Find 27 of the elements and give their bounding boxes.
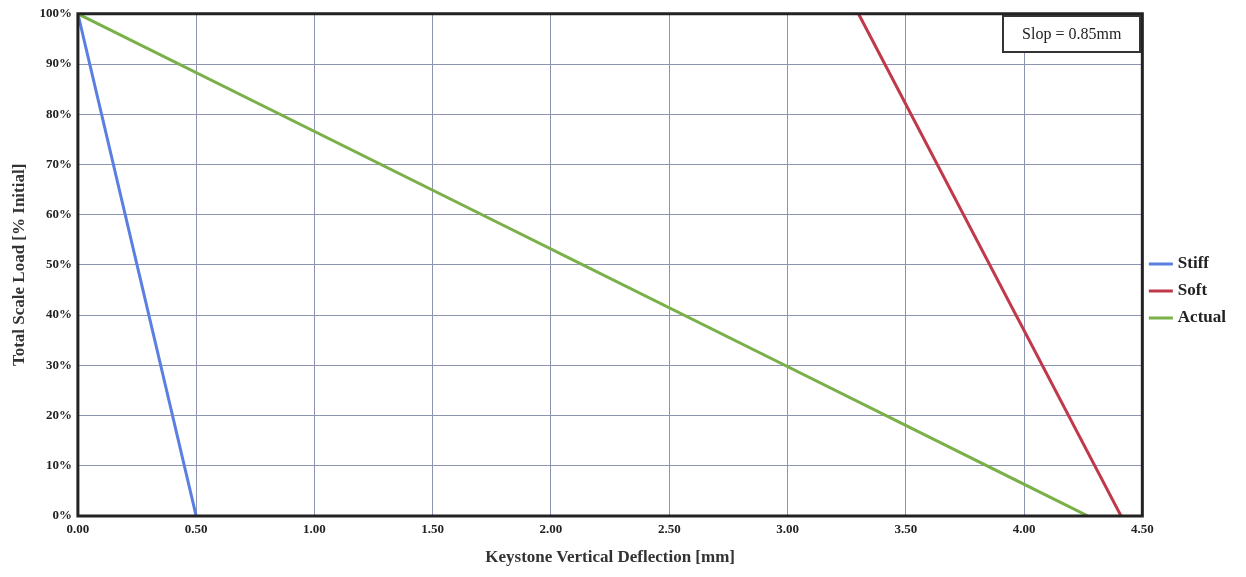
legend-label: Soft — [1177, 280, 1208, 300]
y-tick-label: 60% — [45, 206, 72, 222]
legend-label: Actual — [1177, 307, 1227, 327]
y-tick-label: 80% — [45, 105, 72, 121]
x-tick-label: 4.00 — [1012, 521, 1036, 537]
y-tick-label: 0% — [52, 507, 72, 523]
y-tick-label: 30% — [45, 356, 72, 372]
y-tick-label: 10% — [45, 457, 72, 473]
x-tick-label: 3.00 — [776, 521, 799, 537]
y-tick-label: 70% — [45, 155, 72, 171]
y-axis-title: Total Scale Load [% Initial] — [8, 163, 28, 367]
x-tick-label: 0.50 — [184, 521, 208, 537]
annotation: Slop = 0.85mm — [1002, 14, 1142, 53]
y-tick-label: 100% — [39, 5, 72, 21]
x-axis-title: Keystone Vertical Deflection [mm] — [485, 547, 735, 567]
x-tick-label: 0.00 — [66, 521, 90, 537]
y-tick-label: 50% — [45, 256, 72, 272]
x-tick-label: 2.00 — [539, 521, 563, 537]
y-tick-label: 20% — [45, 406, 72, 422]
y-tick-label: 40% — [45, 306, 72, 322]
y-tick-label: 90% — [45, 55, 72, 71]
x-tick-label: 1.00 — [303, 521, 326, 537]
x-tick-label: 4.50 — [1130, 521, 1154, 537]
x-tick-label: 1.50 — [421, 521, 445, 537]
x-tick-label: 2.50 — [657, 521, 681, 537]
legend-label: Stiff — [1177, 253, 1210, 273]
x-tick-label: 3.50 — [894, 521, 918, 537]
